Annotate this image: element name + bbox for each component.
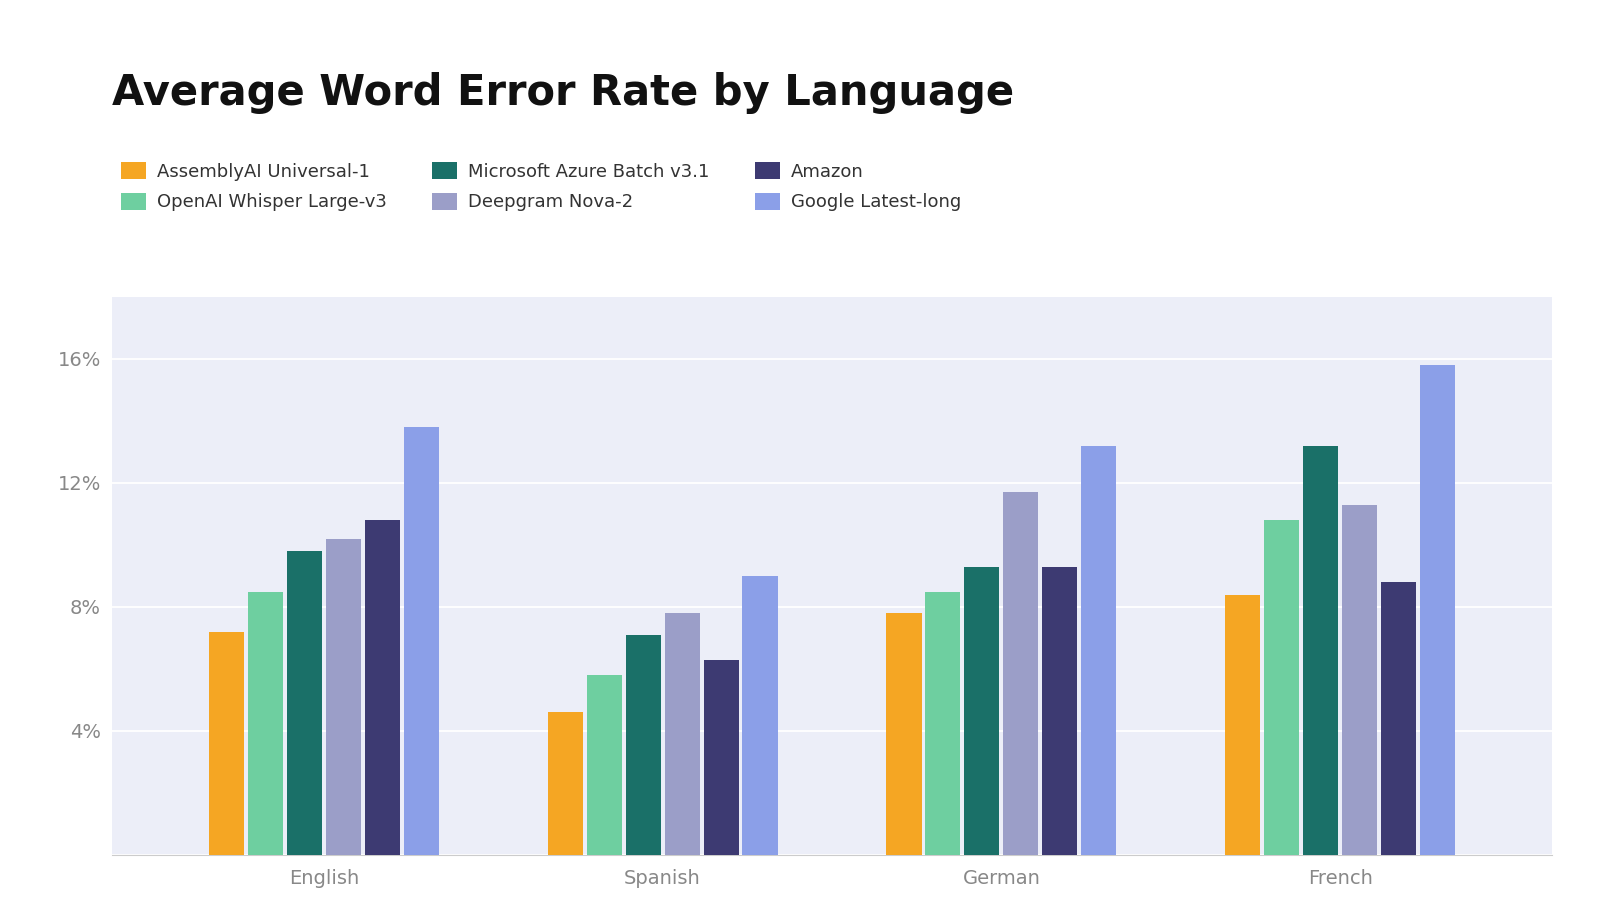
Bar [1421,365,1454,855]
Bar [704,660,739,855]
Bar [365,520,400,855]
Bar [925,591,960,855]
Bar [1342,505,1378,855]
Text: Average Word Error Rate by Language: Average Word Error Rate by Language [112,72,1014,114]
Bar [1264,520,1299,855]
Bar [886,613,922,855]
Bar [286,551,322,855]
Bar [664,613,699,855]
Bar [1042,567,1077,855]
Bar [326,539,360,855]
Bar [626,634,661,855]
Bar [547,713,582,855]
Bar [965,567,1000,855]
Bar [1082,446,1117,855]
Bar [1226,595,1261,855]
Bar [1381,582,1416,855]
Bar [1003,492,1038,855]
Bar [742,576,778,855]
Bar [248,591,283,855]
Bar [403,428,438,855]
Legend: AssemblyAI Universal-1, OpenAI Whisper Large-v3, Microsoft Azure Batch v3.1, Dee: AssemblyAI Universal-1, OpenAI Whisper L… [122,162,962,212]
Bar [587,675,622,855]
Bar [1304,446,1338,855]
Bar [210,632,243,855]
